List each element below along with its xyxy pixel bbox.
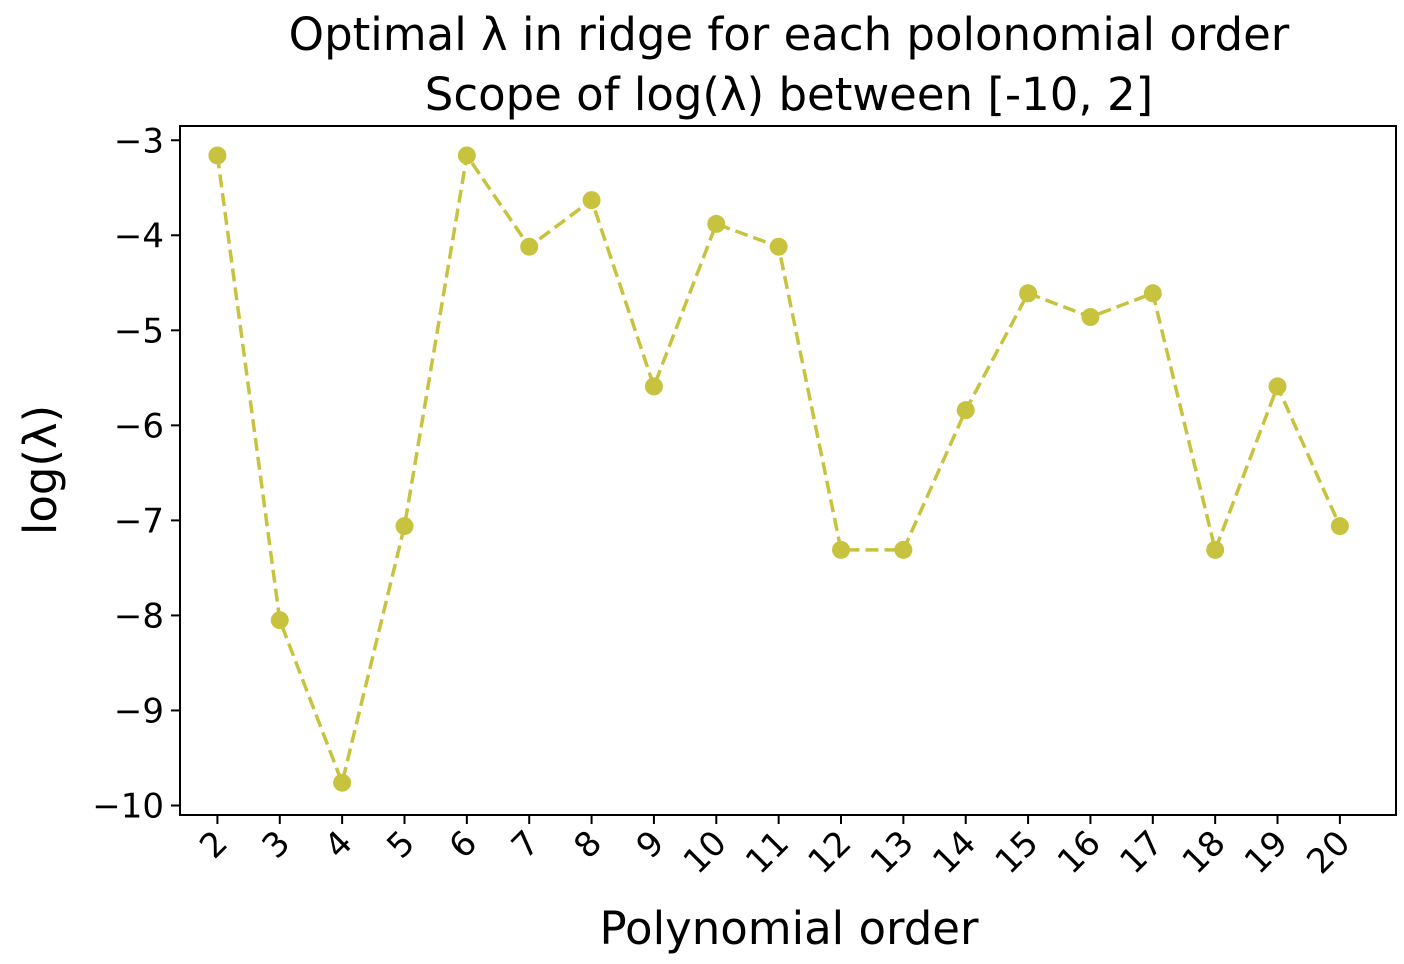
data-point [333,773,352,792]
x-tick-label: 19 [1237,823,1296,882]
chart-title-line2: Scope of log(λ) between [-10, 2] [425,68,1153,121]
data-point [1330,517,1349,536]
x-tick-label: 15 [988,823,1047,882]
data-point [894,540,913,559]
data-point [1019,284,1038,303]
data-series [208,146,1349,792]
data-point [832,540,851,559]
data-point [769,237,788,256]
y-axis: −3 −4 −5 −6 −7 −8 −9 −10 [92,121,180,826]
x-tick-label: 6 [442,823,486,867]
y-tick-label: −8 [114,596,164,636]
x-tick-label: 3 [255,823,299,867]
x-tick-label: 10 [676,823,735,882]
data-point [1081,308,1100,327]
data-point [457,146,476,165]
data-point [644,377,663,396]
x-tick-label: 14 [925,823,984,882]
x-tick-label: 12 [800,823,859,882]
data-point [395,517,414,536]
y-tick-label: −10 [92,786,164,826]
x-tick-label: 4 [317,823,361,867]
data-point [582,191,601,210]
x-tick-label: 7 [504,823,548,867]
x-tick-label: 17 [1112,823,1171,882]
data-point [707,214,726,233]
data-point [208,146,227,165]
y-tick-label: −5 [114,311,164,351]
y-tick-label: −3 [114,121,164,161]
y-tick-label: −4 [114,216,164,256]
data-point [1143,284,1162,303]
chart-title-line1: Optimal λ in ridge for each polonomial o… [289,8,1290,61]
plot-area [179,125,1397,816]
y-axis-label: log(λ) [14,405,67,535]
data-point [956,401,975,420]
x-axis-label: Polynomial order [600,902,979,955]
y-tick-label: −6 [114,406,164,446]
x-tick-label: 9 [629,823,673,867]
x-tick-label: 8 [566,823,610,867]
x-tick-label: 13 [863,823,922,882]
data-point [270,611,289,630]
plot-frame [179,125,1397,816]
x-axis: 2 3 4 5 6 7 8 9 10 11 12 13 14 15 16 17 18 19 20 [192,815,1358,882]
x-tick-label: 18 [1175,823,1234,882]
y-tick-label: −7 [114,501,164,541]
data-point [1206,540,1225,559]
data-point [520,237,539,256]
data-point [1268,377,1287,396]
x-tick-label: 20 [1299,823,1358,882]
x-tick-label: 5 [379,823,423,867]
x-tick-label: 2 [192,823,236,867]
x-tick-label: 11 [738,823,797,882]
x-tick-label: 16 [1050,823,1109,882]
y-tick-label: −9 [114,691,164,731]
